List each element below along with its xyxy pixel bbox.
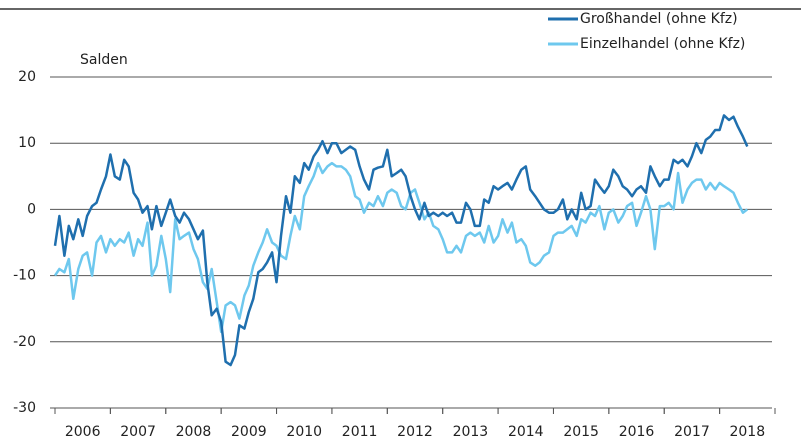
x-tick-label: 2006 [65,424,101,440]
y-tick-label: 0 [27,201,36,217]
y-tick-label: 20 [18,69,36,85]
x-tick-label: 2009 [231,424,267,440]
y-tick-label: -30 [13,400,36,416]
y-tick-label: -10 [13,268,36,284]
x-tick-label: 2007 [120,424,156,440]
x-tick-label: 2012 [397,424,433,440]
x-tick-label: 2018 [729,424,765,440]
legend-label: Einzelhandel (ohne Kfz) [580,36,745,52]
series-line [53,161,749,334]
x-tick-label: 2011 [342,424,378,440]
legend-label: Großhandel (ohne Kfz) [580,11,738,27]
y-tick-label: 10 [18,135,36,151]
y-tick-label: -20 [13,334,36,350]
series-line [53,114,749,367]
y-axis-label: Salden [80,52,128,68]
x-tick-label: 2008 [176,424,212,440]
x-tick-label: 2014 [508,424,544,440]
x-tick-label: 2017 [674,424,710,440]
x-tick-label: 2013 [453,424,489,440]
x-tick-label: 2016 [619,424,655,440]
x-tick-label: 2015 [563,424,599,440]
x-tick-label: 2010 [286,424,322,440]
